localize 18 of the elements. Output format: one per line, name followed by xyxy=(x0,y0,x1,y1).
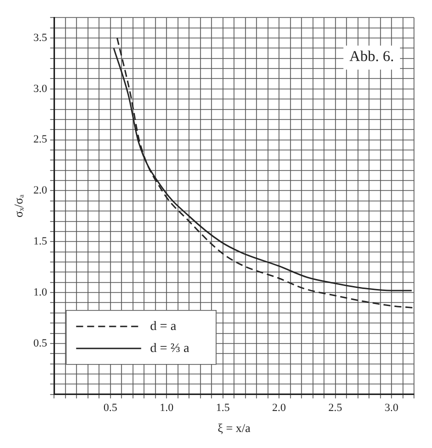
y-axis-title: σₓ/σₐ xyxy=(11,194,26,218)
legend-label: d = ⅔ a xyxy=(150,340,190,355)
y-tick-label: 2.0 xyxy=(33,184,48,197)
y-tick-label: 1.0 xyxy=(33,286,48,298)
x-tick-label: 2.0 xyxy=(272,402,286,414)
text: Abb. 6. xyxy=(349,49,394,66)
legend-label: d = a xyxy=(150,318,176,333)
y-tick-label: 0.5 xyxy=(33,337,48,350)
y-tick-label: 3.0 xyxy=(33,82,48,95)
x-tick-label: 2.5 xyxy=(328,402,343,414)
x-tick-label: 1.0 xyxy=(160,402,174,414)
x-tick-label: 1.5 xyxy=(216,402,230,414)
y-tick-label: 1.5 xyxy=(33,236,48,248)
y-tick-label: 2.5 xyxy=(33,134,48,146)
x-tick-label: 0.5 xyxy=(104,402,118,414)
y-tick-label: 3.5 xyxy=(33,32,48,44)
x-axis-title: ξ = x/a xyxy=(218,420,252,435)
x-tick-label: 3.0 xyxy=(384,402,399,414)
